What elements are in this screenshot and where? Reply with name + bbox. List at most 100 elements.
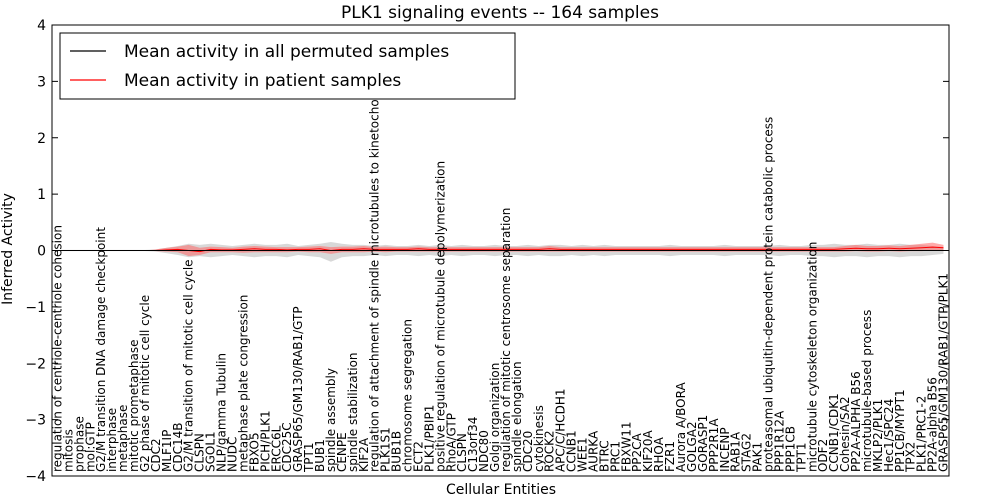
x-tick-label: proteasomal ubiquitin-dependent protein … [762, 117, 776, 472]
x-tick-label: KIF20A [641, 429, 655, 472]
x-tick-label: GRASP65/GM130/RAB1/GTP [291, 306, 305, 472]
x-tick-label: PP2A-ALPHA B56 [849, 371, 863, 472]
x-tick-label: spindle elongation [510, 361, 524, 472]
x-tick-label: ROCK2 [543, 430, 557, 472]
x-tick-label: SGOL1 [204, 431, 218, 472]
x-tick-label: regulation of mitotic centrosome separat… [499, 208, 513, 472]
x-tick-label: regulation of attachment of spindle micr… [368, 87, 382, 472]
x-tick-label: Aurora A/BORA [674, 382, 688, 472]
x-tick-label: MLF1IP [160, 430, 174, 472]
x-tick-label: Hec1/SPC24 [882, 399, 896, 472]
legend-label: Mean activity in patient samples [124, 71, 401, 91]
x-tick-label: G2/M transition of mitotic cell cycle [182, 259, 196, 472]
x-tick-label: prophase [72, 416, 86, 472]
x-tick-label: TPX2 [904, 442, 918, 473]
x-tick-label: APC/C/HCDH1 [554, 388, 568, 472]
x-tick-label: CCNB1/CDK1 [827, 393, 841, 472]
x-tick-label: mitotic prometaphase [127, 339, 141, 472]
x-tick-label: PP2A-alpha B56 [926, 377, 940, 472]
x-tick-label: BUB1B [390, 431, 404, 472]
x-tick-label: PPP2R1A [707, 418, 721, 472]
x-tick-label: NDC80 [477, 430, 491, 472]
legend-box [59, 32, 516, 100]
x-tick-label: PPP1R12A [772, 410, 786, 472]
y-tick-label: −2 [25, 356, 46, 372]
x-tick-label: WEE1 [576, 437, 590, 472]
y-tick-label: 0 [37, 244, 46, 260]
y-tick-label: 3 [37, 74, 46, 90]
x-tick-label: mol:GTP [83, 422, 97, 472]
x-tick-label: PICH/PLK1 [258, 410, 272, 472]
x-tick-label: GOLGA2 [685, 421, 699, 472]
x-tick-label: NLP/gamma Tubulin [215, 353, 229, 472]
x-tick-label: metaphase [116, 405, 130, 472]
x-tick-label: CDC2 [149, 438, 163, 472]
x-tick-label: CDC14B [171, 423, 185, 473]
y-tick-label: −4 [25, 469, 46, 485]
x-tick-label: PLK1/PBIP1 [422, 405, 436, 472]
x-tick-label: NUDC [226, 437, 240, 472]
y-tick-label: 1 [37, 187, 46, 203]
y-tick-label: 4 [37, 18, 46, 34]
x-tick-label: cytokinesis [532, 405, 546, 472]
x-tick-label: PP2CA [630, 432, 644, 471]
x-tick-label: C13orf34 [466, 417, 480, 472]
x-tick-label: CDC20 [521, 431, 535, 472]
x-tick-label: GORASP1 [696, 415, 710, 472]
x-tick-label: G2 phase of mitotic cell cycle [138, 295, 152, 472]
x-tick-label: mitosis [61, 429, 75, 472]
x-tick-label: microtubule-based process [860, 310, 874, 472]
band-permuted [57, 242, 944, 262]
x-tick-label: MKLP2/PLK1 [871, 399, 885, 472]
x-tick-label: INCENP [718, 427, 732, 472]
x-tick-label: ERCC6L [269, 425, 283, 472]
x-tick-label: spindle stabilization [346, 352, 360, 472]
x-tick-label: TPT1 [794, 442, 808, 473]
x-tick-label: CLSPN [455, 433, 469, 472]
x-tick-label: FBXW11 [619, 422, 633, 473]
x-tick-label: chromosome segregation [401, 319, 415, 472]
x-tick-label: CDC25C [280, 422, 294, 472]
x-tick-label: ODF2 [816, 439, 830, 472]
x-tick-label: interphase [105, 408, 119, 472]
x-axis-label: Cellular Entities [446, 482, 556, 498]
x-tick-label: PP1CB/MYPT1 [893, 389, 907, 472]
y-axis-label: Inferred Activity [0, 193, 16, 305]
x-tick-label: KIF2A [357, 437, 371, 472]
x-tick-label: TPT1 [302, 443, 316, 474]
x-tick-label: metaphase plate congression [236, 295, 250, 472]
x-tick-label: PLK1/PRC1-2 [915, 396, 929, 472]
x-tick-label: AURKA [587, 430, 601, 472]
x-tick-label: BUB1 [313, 439, 327, 472]
x-tick-label: positive regulation of microtubule depol… [433, 161, 447, 472]
legend-label: Mean activity in all permuted samples [124, 42, 449, 62]
y-axis-ticks: 4 3 2 1 0 −1 −2 −3 −4 [25, 18, 949, 485]
x-tick-labels: regulation of centriole-centriole cohesi… [51, 87, 951, 473]
x-tick-label: G2/M transition DNA damage checkpoint [94, 227, 108, 472]
x-tick-label: ECT2 [412, 441, 426, 472]
x-tick-label: FZR1 [663, 441, 677, 472]
x-tick-label: CENPE [335, 432, 349, 472]
x-tick-label: RhoA/GTP [444, 413, 458, 472]
x-tick-label: BTRC [597, 440, 611, 472]
x-tick-label: PRC1 [608, 441, 622, 472]
x-tick-label: PLK1S1 [379, 427, 393, 472]
x-tick-label: STAG2 [740, 433, 754, 472]
x-tick-label: microtubule cytoskeleton organization [805, 242, 819, 472]
plot-frame [51, 24, 950, 477]
x-tick-label: regulation of centriole-centriole cohesi… [51, 225, 65, 472]
x-tick-label: CLSPN [193, 433, 207, 472]
y-tick-label: 2 [37, 131, 46, 147]
x-tick-label: RHOA [652, 436, 666, 472]
x-tick-label: Golgi organization [488, 363, 502, 472]
x-tick-label: CCNB1 [565, 430, 579, 472]
x-tick-label: PAK1 [751, 442, 765, 472]
chart-title: PLK1 signaling events -- 164 samples [341, 3, 659, 23]
x-tick-label: FBXO5 [247, 432, 261, 472]
x-tick-label: GRASP65/GM130/RAB1/GTP/PLK1 [937, 273, 951, 472]
x-tick-label: Cohesin/SA2 [838, 396, 852, 472]
y-tick-label: −1 [25, 300, 46, 316]
x-tick-label: RAB1A [729, 431, 743, 472]
y-tick-label: −3 [25, 413, 46, 429]
